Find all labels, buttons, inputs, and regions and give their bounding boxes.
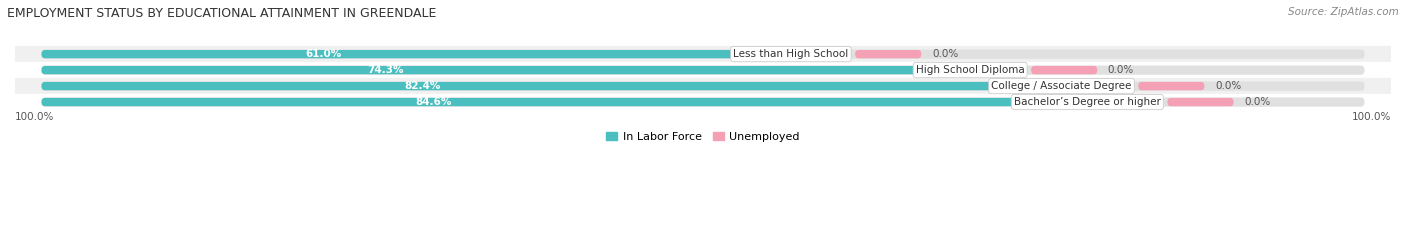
Text: 84.6%: 84.6% xyxy=(415,97,451,107)
Text: 0.0%: 0.0% xyxy=(1108,65,1135,75)
FancyBboxPatch shape xyxy=(41,97,1365,107)
Text: Less than High School: Less than High School xyxy=(734,49,849,59)
FancyBboxPatch shape xyxy=(41,66,1025,74)
Text: 0.0%: 0.0% xyxy=(1244,97,1271,107)
Text: College / Associate Degree: College / Associate Degree xyxy=(991,81,1132,91)
FancyBboxPatch shape xyxy=(41,82,1132,90)
Text: 100.0%: 100.0% xyxy=(15,113,55,122)
Text: 61.0%: 61.0% xyxy=(307,49,342,59)
FancyBboxPatch shape xyxy=(1167,98,1233,106)
Bar xyxy=(15,62,1391,78)
FancyBboxPatch shape xyxy=(41,50,849,58)
Text: 100.0%: 100.0% xyxy=(1351,113,1391,122)
Text: 74.3%: 74.3% xyxy=(367,65,404,75)
Bar xyxy=(15,78,1391,94)
Text: EMPLOYMENT STATUS BY EDUCATIONAL ATTAINMENT IN GREENDALE: EMPLOYMENT STATUS BY EDUCATIONAL ATTAINM… xyxy=(7,7,436,20)
Text: 0.0%: 0.0% xyxy=(1215,81,1241,91)
Text: Bachelor’s Degree or higher: Bachelor’s Degree or higher xyxy=(1014,97,1161,107)
Text: Source: ZipAtlas.com: Source: ZipAtlas.com xyxy=(1288,7,1399,17)
Bar xyxy=(15,46,1391,62)
Bar xyxy=(15,94,1391,110)
FancyBboxPatch shape xyxy=(41,49,1365,59)
Legend: In Labor Force, Unemployed: In Labor Force, Unemployed xyxy=(602,127,804,146)
FancyBboxPatch shape xyxy=(1139,82,1205,90)
Text: High School Diploma: High School Diploma xyxy=(915,65,1025,75)
Text: 0.0%: 0.0% xyxy=(932,49,957,59)
Text: 82.4%: 82.4% xyxy=(405,81,441,91)
FancyBboxPatch shape xyxy=(41,65,1365,75)
FancyBboxPatch shape xyxy=(41,98,1161,106)
FancyBboxPatch shape xyxy=(1031,66,1097,74)
FancyBboxPatch shape xyxy=(41,82,1365,91)
FancyBboxPatch shape xyxy=(855,50,921,58)
